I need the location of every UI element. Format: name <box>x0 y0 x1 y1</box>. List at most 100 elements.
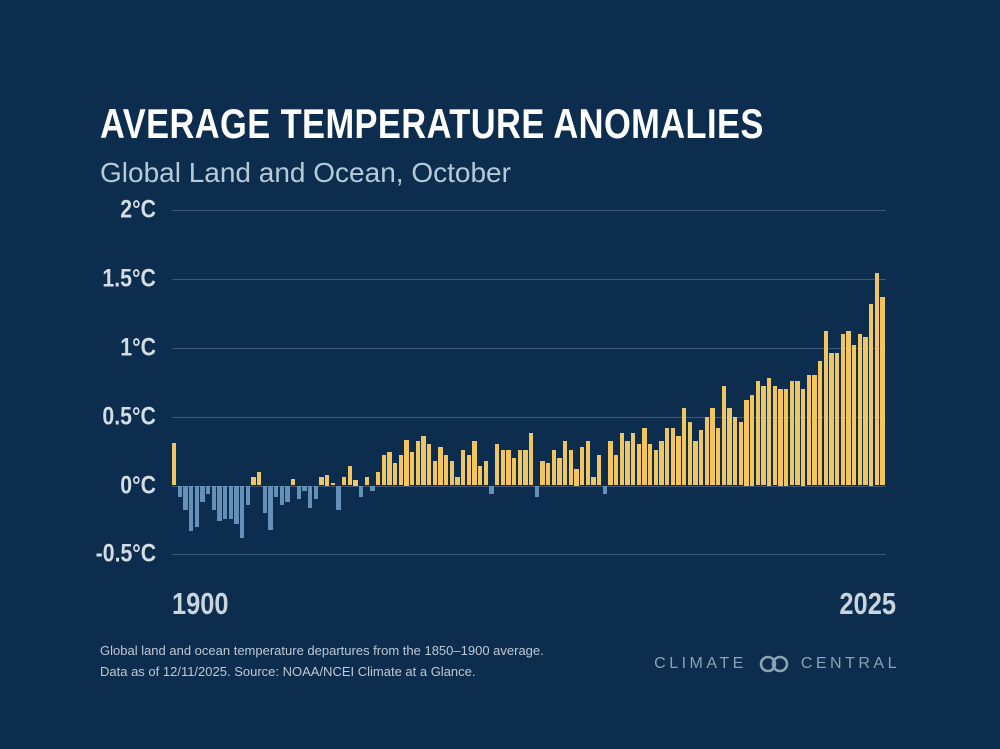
gridline-0°C <box>172 485 886 487</box>
bar-2017 <box>835 353 840 486</box>
bar-1950 <box>455 477 460 486</box>
bar-1947 <box>438 446 443 486</box>
bar-1943 <box>415 441 420 486</box>
bar-2015 <box>823 331 828 486</box>
logo-text-climate: CLIMATE <box>654 655 747 672</box>
bar-1982 <box>636 444 641 486</box>
bar-1904 <box>194 485 199 527</box>
bar-2008 <box>784 389 789 486</box>
bar-1902 <box>183 485 188 511</box>
bar-1966 <box>546 463 551 486</box>
bar-1907 <box>211 485 216 511</box>
bar-2014 <box>818 361 823 486</box>
bar-1938 <box>387 452 392 486</box>
bar-2005 <box>767 378 772 486</box>
bar-1992 <box>693 441 698 486</box>
gridline-1°C <box>172 347 886 349</box>
bar-1914 <box>251 477 256 486</box>
bar-1940 <box>398 455 403 486</box>
logo-text-central: CENTRAL <box>800 655 900 672</box>
bar-1932 <box>353 480 358 486</box>
gridline--0.5°C <box>172 554 886 556</box>
bar-1967 <box>551 449 556 486</box>
bar-1949 <box>449 460 454 486</box>
bar-1916 <box>262 485 267 514</box>
bar-1963 <box>529 433 534 486</box>
bar-1905 <box>200 485 205 502</box>
bar-1991 <box>687 422 692 486</box>
page-title-text: AVERAGE TEMPERATURE ANOMALIES <box>100 100 764 148</box>
gridline-2°C <box>172 209 886 211</box>
bar-1958 <box>500 449 505 486</box>
bar-1946 <box>432 460 437 486</box>
bar-1954 <box>478 466 483 486</box>
bar-1927 <box>325 474 330 486</box>
bar-1988 <box>670 427 675 486</box>
footnote-line-1: Global land and ocean temperature depart… <box>100 643 544 658</box>
bar-1918 <box>274 485 279 497</box>
bar-2011 <box>801 389 806 486</box>
bar-1929 <box>336 485 341 511</box>
bar-2025 <box>880 296 885 486</box>
bar-1989 <box>676 435 681 486</box>
y-tick-label-1°C: 1°C <box>120 333 156 362</box>
bar-1934 <box>364 477 369 486</box>
bar-1908 <box>217 485 222 522</box>
bar-1987 <box>665 427 670 486</box>
bar-1953 <box>472 441 477 486</box>
bar-2003 <box>755 380 760 486</box>
x-axis-label-end: 2025 <box>839 586 896 621</box>
bar-1913 <box>245 485 250 505</box>
bar-1985 <box>653 449 658 486</box>
bar-1955 <box>483 460 488 486</box>
bar-2018 <box>840 333 845 486</box>
bar-1921 <box>291 478 296 486</box>
bar-1972 <box>580 446 585 486</box>
bar-1911 <box>234 485 239 525</box>
bar-1977 <box>608 441 613 486</box>
bar-1962 <box>523 449 528 486</box>
bar-1945 <box>427 444 432 486</box>
bar-1937 <box>381 455 386 486</box>
bar-1951 <box>461 449 466 486</box>
chart-subtitle: Global Land and Ocean, October <box>100 157 511 189</box>
bar-2002 <box>750 394 755 486</box>
bar-2010 <box>795 380 800 486</box>
footnote-line-2: Data as of 12/11/2025. Source: NOAA/NCEI… <box>100 663 476 679</box>
bar-1968 <box>557 457 562 486</box>
bar-1928 <box>330 482 335 486</box>
bar-2004 <box>761 386 766 486</box>
bar-2007 <box>778 389 783 486</box>
bar-2019 <box>846 331 851 486</box>
bar-1974 <box>591 477 596 486</box>
climate-central-logo: CLIMATE CENTRAL <box>654 654 900 674</box>
x-axis-label-start: 1900 <box>172 586 229 621</box>
bar-1959 <box>506 449 511 486</box>
bar-1903 <box>189 485 194 531</box>
bar-1961 <box>517 449 522 486</box>
bar-1997 <box>721 386 726 486</box>
bar-1924 <box>308 485 313 508</box>
bar-1980 <box>625 441 630 486</box>
bar-1981 <box>631 433 636 486</box>
bar-2021 <box>857 333 862 486</box>
bar-1901 <box>177 485 182 497</box>
bar-1969 <box>563 441 568 486</box>
footnote: Global land and ocean temperature depart… <box>100 641 544 683</box>
bar-2023 <box>869 303 874 486</box>
bar-1960 <box>512 457 517 486</box>
bar-1986 <box>659 441 664 486</box>
y-axis-labels: 2°C 1.5°C 1°C 0.5°C 0°C -0.5°C <box>0 195 164 582</box>
bar-1971 <box>574 469 579 486</box>
y-tick-label-0.5°C: 0.5°C <box>102 402 156 431</box>
y-tick-label--0.5°C: -0.5°C <box>95 539 156 568</box>
gridline-1.5°C <box>172 278 886 280</box>
bar-2013 <box>812 375 817 486</box>
bar-1998 <box>727 408 732 486</box>
bar-1996 <box>716 427 721 486</box>
bar-1900 <box>172 442 177 486</box>
y-tick-label-0°C: 0°C <box>120 471 156 499</box>
bar-1939 <box>393 463 398 486</box>
bar-1944 <box>421 435 426 486</box>
